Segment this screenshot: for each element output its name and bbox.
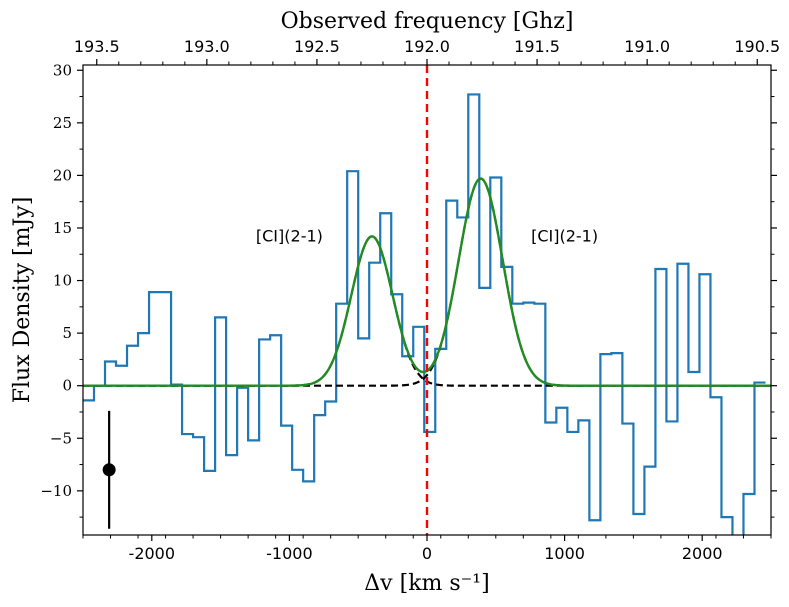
x-axis-label: Δv [km s⁻¹] (364, 571, 489, 596)
x-tick-label: 2000 (682, 544, 723, 563)
y-tick-label: 30 (53, 61, 72, 79)
line-annotation-1: [CI](2-1) (256, 226, 323, 245)
y-tick-label: 5 (62, 324, 72, 342)
x-tick-label: -1000 (266, 544, 313, 563)
plot-content: [CI](2-1) [CI](2-1) (83, 65, 771, 535)
top-tick-label: 192.0 (404, 37, 450, 56)
y-tick-label: −5 (50, 429, 72, 447)
y-axis-label: Flux Density [mJy] (10, 197, 35, 404)
x-tick-label: 1000 (544, 544, 585, 563)
y-tick-label: −10 (40, 482, 72, 500)
errorbar-point (102, 463, 116, 477)
line-annotation-2: [CI](2-1) (531, 226, 598, 245)
top-tick-label: 193.0 (184, 37, 230, 56)
x-tick-label: -2000 (129, 544, 176, 563)
x-tick-label: 0 (422, 544, 432, 563)
top-tick-label: 191.0 (624, 37, 670, 56)
top-tick-label: 191.5 (514, 37, 560, 56)
y-tick-label: 0 (62, 377, 72, 395)
top-axis-label: Observed frequency [Ghz] (281, 9, 574, 34)
spectrum-step-line (83, 93, 766, 535)
top-tick-label: 193.5 (74, 37, 120, 56)
plot-series-group (83, 65, 771, 535)
top-tick-label: 192.5 (294, 37, 340, 56)
y-tick-label: 15 (53, 219, 72, 237)
top-tick-label: 190.5 (734, 37, 780, 56)
y-tick-label: 25 (53, 114, 72, 132)
y-tick-label: 20 (53, 166, 72, 184)
axis-ticks: -2000 -1000 0 1000 2000−10−5051015202530193.… (40, 37, 780, 563)
y-tick-label: 10 (53, 272, 72, 290)
